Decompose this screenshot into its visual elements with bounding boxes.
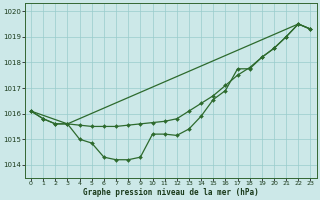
X-axis label: Graphe pression niveau de la mer (hPa): Graphe pression niveau de la mer (hPa) <box>83 188 259 197</box>
